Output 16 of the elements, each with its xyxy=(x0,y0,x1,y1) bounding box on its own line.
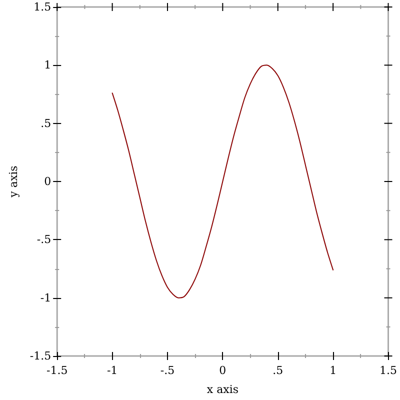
y-tick-label: -1.5 xyxy=(30,350,52,362)
y-tick-label: -1 xyxy=(40,291,52,304)
y-tick-label: .5 xyxy=(40,116,52,130)
y-tick-label: 0 xyxy=(44,175,52,188)
x-tick-label: -1 xyxy=(106,364,118,377)
y-axis-title: y axis xyxy=(7,165,20,198)
x-tick-label: -.5 xyxy=(160,364,175,377)
y-tick-label: -.5 xyxy=(36,233,52,246)
line-series xyxy=(112,64,334,298)
y-tick-label: 1.5 xyxy=(34,0,52,14)
x-tick-label: .5 xyxy=(272,364,284,377)
x-axis-title: x axis xyxy=(206,383,239,396)
x-tick-label: 1.5 xyxy=(380,364,398,377)
x-tick-label: 1 xyxy=(330,364,337,377)
x-tick-label: 0 xyxy=(219,364,226,377)
y-tick-label: 1 xyxy=(44,58,52,72)
